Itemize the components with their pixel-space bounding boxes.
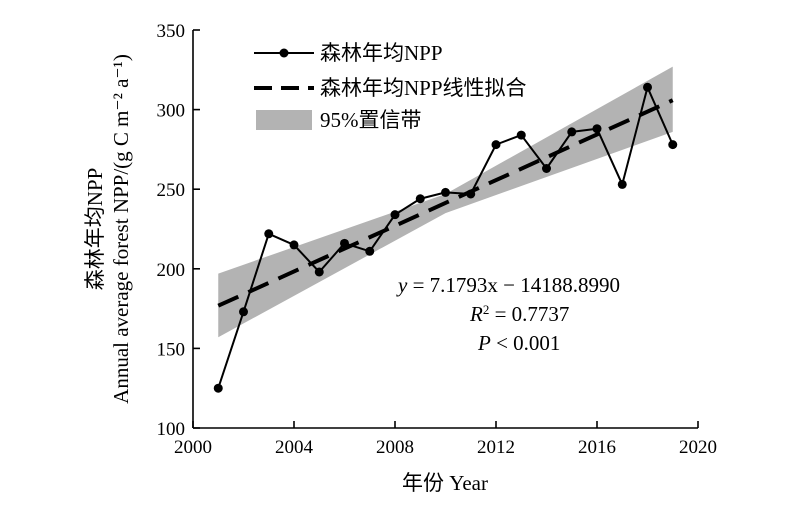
x-tick-label: 2008 [376, 437, 414, 458]
data-point [314, 267, 324, 277]
data-point [441, 187, 450, 197]
data-point [466, 189, 476, 199]
legend-label-data: 森林年均NPP [320, 41, 443, 65]
data-point [239, 307, 248, 317]
y-tick-label: 350 [157, 21, 186, 42]
data-point [365, 246, 375, 256]
regression-annotation: y = 7.1793x − 14188.8990 R2 = 0.7737 P <… [396, 273, 620, 355]
x-tick-label: 2000 [174, 437, 212, 458]
y-tick-label: 150 [157, 339, 186, 360]
data-point [668, 140, 678, 150]
y-tick-label: 250 [157, 180, 186, 201]
legend-item-band: 95%置信带 [256, 108, 422, 132]
x-tick-label: 2004 [275, 437, 314, 458]
data-point [643, 82, 652, 92]
data-point [415, 194, 425, 204]
y-axis-title-en: Annual average forest NPP/(g C m⁻² a⁻¹) [109, 54, 133, 404]
x-tick-label: 2012 [477, 437, 515, 458]
fit-line [217, 98, 674, 308]
y-axis-title-cn: 森林年均NPP [83, 168, 107, 291]
data-point [592, 124, 602, 134]
y-tick-label: 200 [157, 260, 186, 281]
data-point [264, 229, 274, 239]
x-tick-label: 2020 [679, 437, 717, 458]
data-point [567, 127, 577, 137]
data-series-layer [213, 82, 678, 393]
data-point [213, 383, 223, 393]
y-tick-label: 100 [157, 419, 186, 440]
data-point [542, 164, 551, 174]
data-point [516, 130, 526, 140]
p-value-text: P < 0.001 [477, 331, 560, 355]
data-point [617, 179, 627, 189]
legend-item-data: 森林年均NPP [254, 41, 443, 65]
legend-data-marker-swatch [279, 48, 289, 58]
data-point [289, 240, 299, 250]
data-point [491, 140, 501, 150]
y-tick-label: 300 [157, 101, 186, 122]
x-axis-title: 年份 Year [402, 471, 488, 495]
equation-text: y = 7.1793x − 14188.8990 [396, 273, 620, 297]
data-point [340, 238, 349, 248]
legend-label-band: 95%置信带 [320, 108, 422, 132]
x-tick-label: 2016 [578, 437, 616, 458]
legend: 森林年均NPP 森林年均NPP线性拟合 95%置信带 [254, 41, 527, 132]
r-squared-text: R2 = 0.7737 [469, 302, 569, 327]
legend-band-swatch [256, 110, 312, 130]
legend-item-fit: 森林年均NPP线性拟合 [254, 76, 527, 100]
fit-line-layer [217, 98, 674, 308]
data-point [390, 210, 400, 220]
ticks: 2000 2004 2008 2012 2016 2020 100 150 200 250 300 3… [157, 21, 718, 458]
legend-label-fit: 森林年均NPP线性拟合 [320, 76, 527, 100]
axes [192, 30, 698, 429]
